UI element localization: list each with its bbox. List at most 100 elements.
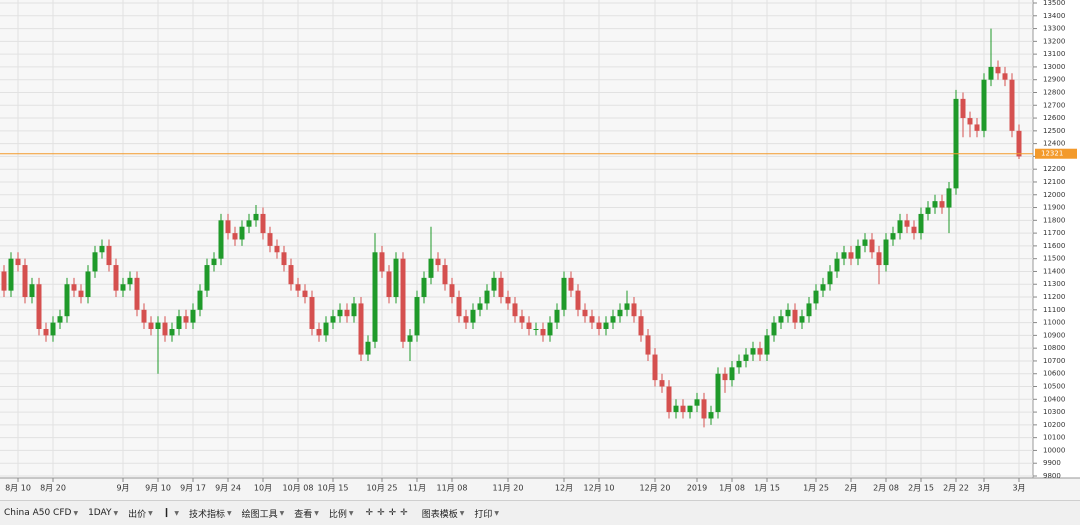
grid [0,0,1033,477]
candle-body [722,373,728,381]
candle-body [232,233,238,240]
candle-body [253,213,259,221]
candle-body [162,322,168,336]
dropdown-arrow[interactable]: ▼ [348,509,354,517]
dropdown-arrow[interactable]: ▼ [73,509,79,517]
dropdown-arrow[interactable]: ▼ [113,509,119,517]
candle-body [134,277,140,310]
candle-body [939,201,945,208]
candle-body [673,405,679,413]
candle-body [260,213,266,234]
x-tick-label: 9月 24 [215,484,241,493]
candle-body [645,335,651,355]
candle-body [778,316,784,323]
candle-body [211,258,217,266]
current-price-box [1035,148,1077,159]
candle-body [141,309,147,323]
candle-body [477,303,483,310]
candle-body [575,290,581,310]
toolbar-item[interactable]: 图表模板 [421,509,458,520]
toolbar-item[interactable]: 比例 [328,509,347,520]
y-tick-label: 9800 [1043,472,1061,480]
toolbar-item[interactable]: 查看 [294,509,313,520]
candle-body [414,297,420,336]
toolbar-item[interactable]: China A50 CFD [4,508,72,518]
y-tick-label: 10300 [1043,408,1065,416]
candle-body [400,258,406,342]
candle-body [99,245,105,253]
dropdown-arrow[interactable]: ▼ [279,509,285,517]
candle-body [554,309,560,323]
candle-body [64,284,70,317]
y-tick-label: 10400 [1043,395,1065,403]
candle-body [337,309,343,317]
x-tick-label: 9月 [116,484,129,493]
candle-body [204,265,210,291]
dropdown-arrow[interactable]: ▼ [148,509,153,517]
dropdown-arrow[interactable]: ▼ [174,509,179,517]
dropdown-arrow[interactable]: ▼ [226,509,232,517]
candle-icon[interactable]: ❙ [162,508,171,518]
y-tick-label: 13300 [1043,25,1065,33]
y-tick-label: 12100 [1043,178,1065,186]
candle-body [1,271,7,291]
y-axis-panel [1033,0,1080,478]
candle-body [533,328,539,330]
y-tick-label: 12000 [1043,191,1065,199]
candle-body [771,322,777,336]
candle-body [519,316,525,323]
y-tick-label: 12500 [1043,127,1065,135]
candle-body [512,303,518,317]
x-tick-label: 12月 20 [640,484,671,493]
candle-body [631,303,637,317]
x-tick-label: 11月 20 [493,484,524,493]
candle-body [967,118,973,125]
candle-body [344,309,350,317]
candle-body [799,316,805,323]
candle-body [274,245,280,253]
candle-body [29,284,35,298]
toolbar-item[interactable]: 出价 [128,509,147,520]
toolbar-item[interactable]: 技术指标 [188,509,225,520]
candle-body [15,258,21,266]
candle-body [50,322,56,336]
candle-body [841,252,847,259]
x-tick-label: 10月 08 [283,484,314,493]
dropdown-arrow[interactable]: ▼ [494,509,499,517]
candle-body [568,277,574,291]
y-tick-label: 12200 [1043,165,1065,173]
current-price-label: 12321 [1041,150,1063,158]
candle-body [92,252,98,272]
candle-body [183,316,189,323]
y-tick-label: 11600 [1043,242,1065,250]
zoom-icons[interactable]: ✛✛✛✛ [365,508,412,518]
candle-body [386,271,392,298]
toolbar: China A50 CFD ▼ 1DAY ▼ 出价 ▼ ❙ ▼ 技术指标 ▼ 绘图工具 ▼ 查看 ▼ 比例 ▼… [0,500,1080,525]
candle-body [281,252,287,266]
candle-body [827,271,833,285]
candle-body [883,239,889,266]
candle-body [456,297,462,317]
candle-body [701,399,707,419]
x-tick-label: 2019 [687,484,707,493]
candle-body [862,239,868,246]
candle-body [365,341,371,355]
plot-background [0,0,1033,478]
dropdown-arrow[interactable]: ▼ [459,509,465,517]
candle-body [197,290,203,310]
y-tick-label: 11900 [1043,204,1065,212]
candle-body [876,252,882,266]
candle-body [960,98,966,119]
dropdown-arrow[interactable]: ▼ [314,509,319,517]
candle-body [757,348,763,355]
y-tick-label: 12900 [1043,76,1065,84]
candle-body [750,348,756,355]
x-tick-label: 11月 [408,484,426,493]
toolbar-item[interactable]: 1DAY [88,508,112,518]
candle-body [666,386,672,413]
x-tick-label: 11月 08 [437,484,468,493]
toolbar-item[interactable]: 绘图工具 [241,509,278,520]
toolbar-item[interactable]: 打印 [474,509,493,520]
y-tick-label: 11300 [1043,280,1065,288]
candle-body [981,79,987,131]
